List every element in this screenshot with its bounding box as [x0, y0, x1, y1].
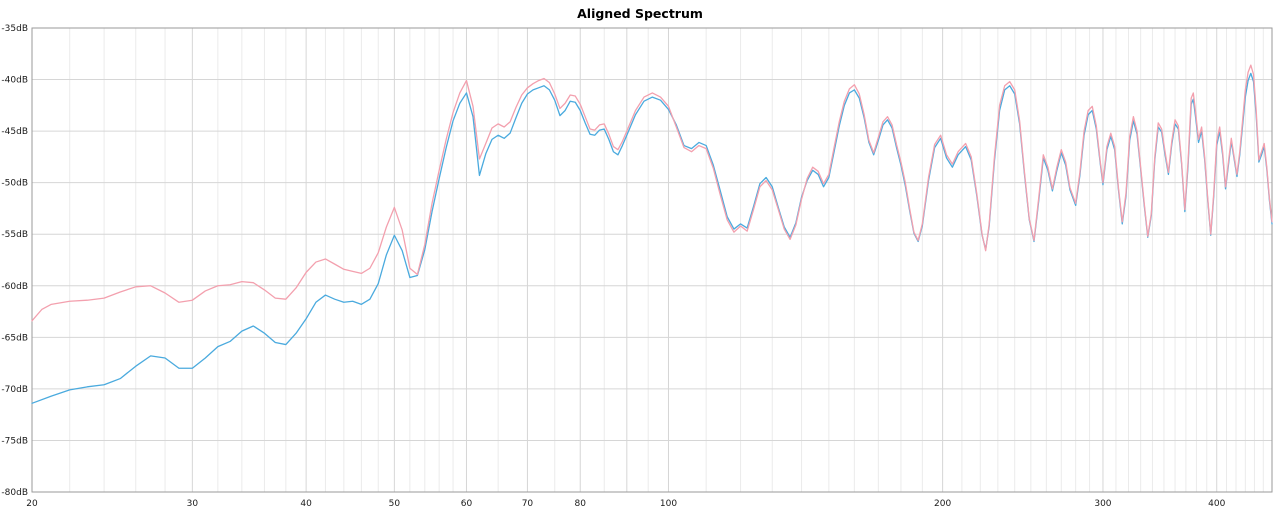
y-tick-label: -80dB [1, 488, 28, 498]
y-tick-label: -70dB [1, 385, 28, 395]
y-tick-label: -65dB [1, 333, 28, 343]
x-tick-labels: 20 30 40 50 60 70 80 100 200 300 400 [26, 499, 1225, 509]
y-tick-label: -35dB [1, 24, 28, 34]
plot-frame [31, 27, 1273, 493]
y-gridlines [32, 27, 1272, 493]
x-tick-label: 200 [934, 499, 951, 509]
x-tick-label: 60 [461, 499, 473, 509]
y-tick-label: -50dB [1, 179, 28, 189]
x-tick-label: 30 [187, 499, 199, 509]
x-tick-label: 70 [522, 499, 534, 509]
y-tick-label: -40dB [1, 76, 28, 86]
x-tick-label: 20 [26, 499, 38, 509]
series-pink-line [31, 64, 1273, 322]
x-tick-label: 40 [300, 499, 312, 509]
y-tick-label: -75dB [1, 436, 28, 446]
x-tick-label: 300 [1094, 499, 1111, 509]
y-tick-label: -55dB [1, 230, 28, 240]
x-gridlines-minor [69, 28, 1273, 492]
x-gridlines-major [31, 28, 1218, 492]
x-tick-label: 80 [575, 499, 587, 509]
x-tick-label: 50 [389, 499, 401, 509]
y-tick-label: -60dB [1, 282, 28, 292]
y-tick-label: -45dB [1, 127, 28, 137]
y-tick-labels: -35dB -40dB -45dB -50dB -55dB -60dB -65dB -70dB… [1, 24, 28, 498]
chart-title: Aligned Spectrum [577, 6, 703, 21]
x-tick-label: 400 [1208, 499, 1225, 509]
x-tick-label: 100 [660, 499, 677, 509]
